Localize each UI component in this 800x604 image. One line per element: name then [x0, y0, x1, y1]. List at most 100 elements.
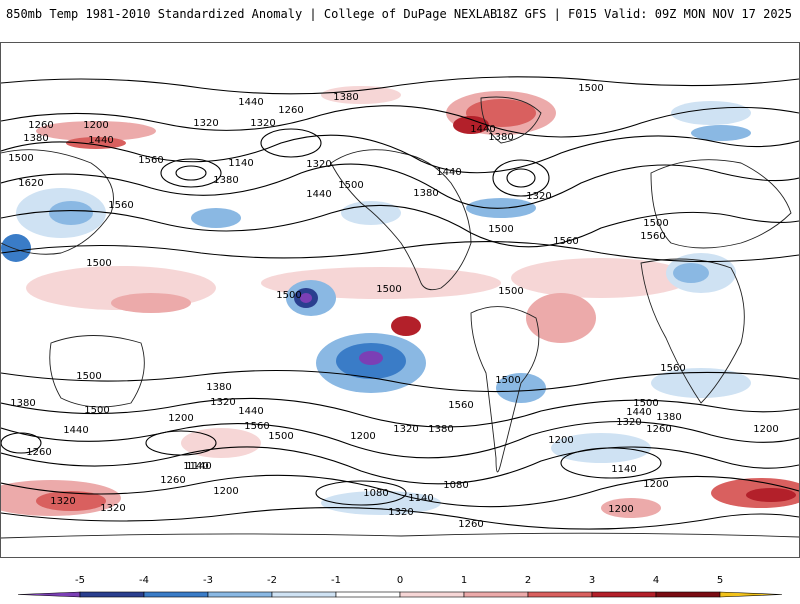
colorbar: -5 -4 -3 -2 -1 0 1 2 3 4 5: [17, 575, 783, 598]
colorbar-ticks: -5 -4 -3 -2 -1 0 1 2 3 4 5: [75, 575, 723, 586]
closed-low: [145, 430, 217, 456]
south-america-coast: [470, 306, 540, 473]
contour-label: 1560: [138, 155, 163, 166]
contour-label: 1320: [526, 191, 551, 202]
colorbar-tick-label: -1: [331, 575, 341, 586]
cold-anomaly-south-america: [496, 373, 546, 403]
contour-label: 1200: [168, 413, 193, 424]
contour-label: 1320: [306, 159, 331, 170]
colorbar-tick-label: -4: [139, 575, 149, 586]
contour-label: 1320: [393, 424, 418, 435]
cold-anomaly-scandinavia: [691, 125, 751, 141]
contour-line: [1, 369, 799, 393]
cold-anomaly-indian-ocean: [651, 368, 751, 398]
contour-label: 1320: [388, 507, 413, 518]
contour-label: 1140: [228, 158, 253, 169]
contour-label: 1500: [268, 431, 293, 442]
contour-label: 1500: [86, 258, 111, 269]
warm-anomaly-south-pacific-mid: [181, 428, 261, 458]
closed-low: [1, 432, 42, 454]
contour-label: 1440: [63, 425, 88, 436]
contour-label: 1260: [278, 105, 303, 116]
contour-line: [1, 76, 799, 95]
warm-anomaly-arctic: [321, 86, 401, 104]
contour-label: 1440: [626, 407, 651, 418]
contour-label: 1260: [28, 120, 53, 131]
contour-label: 1140: [183, 461, 208, 472]
colorbar-swatch: [527, 591, 593, 598]
closed-low: [492, 159, 550, 197]
contour-line: [1, 507, 799, 530]
contour-label: 1200: [548, 435, 573, 446]
closed-low: [315, 480, 407, 506]
contour-label: 1500: [633, 398, 658, 409]
cold-anomaly-north-pacific: [191, 208, 241, 228]
colorbar-extend-high: [719, 591, 783, 598]
colorbar-swatch: [207, 591, 273, 598]
map-panel[interactable]: 1440 1380 1260 1200 1320 1500 1560 1440 1620 1380…: [0, 42, 800, 558]
europe-coast: [650, 159, 792, 249]
contour-label: 1380: [213, 175, 238, 186]
colorbar-tick-label: -2: [267, 575, 277, 586]
contour-label: 1620: [18, 178, 43, 189]
contour-label: 1500: [488, 224, 513, 235]
cold-anomaly-central-pacific-peak: [300, 293, 312, 303]
contour-line: [1, 105, 799, 138]
contour-label: 1380: [428, 424, 453, 435]
contour-label: 1560: [640, 231, 665, 242]
contour-label: 1380: [206, 382, 231, 393]
contour-label: 1500: [578, 83, 603, 94]
antarctica-coast: [1, 532, 799, 539]
colorbar-tick-label: 4: [653, 575, 659, 586]
contour-label: 1140: [611, 464, 636, 475]
warm-anomaly-southern-ocean-west-core: [36, 491, 106, 511]
contour-label: 1440: [470, 124, 495, 135]
contour-label: 1560: [448, 400, 473, 411]
colorbar-extend-low: [17, 591, 81, 598]
warm-anomaly-south-pacific-peak: [391, 316, 421, 336]
cold-anomaly-east-asia-core: [49, 201, 93, 225]
contour-label: 1140: [186, 461, 211, 472]
cold-anomaly-south-pacific-peak: [359, 351, 383, 365]
contour-label: 1380: [23, 133, 48, 144]
contour-label: 1320: [50, 496, 75, 507]
contour-line: [1, 420, 799, 459]
contour-label: 1500: [84, 405, 109, 416]
contour-label: 1380: [413, 188, 438, 199]
contour-label: 1500: [338, 180, 363, 191]
contour-label: 1440: [306, 189, 331, 200]
map-title: 850mb Temp 1981-2010 Standardized Anomal…: [6, 7, 498, 21]
colorbar-legend: -5 -4 -3 -2 -1 0 1 2 3 4 5: [0, 570, 800, 600]
contour-label: 1560: [553, 236, 578, 247]
contour-label: 1140: [408, 493, 433, 504]
contour-label: 1320: [100, 503, 125, 514]
warm-anomaly-greenland-peak: [453, 116, 489, 134]
contour-line: [1, 134, 799, 174]
colorbar-tick-label: 2: [525, 575, 531, 586]
contour-line: [1, 397, 799, 428]
height-contours: [1, 76, 799, 530]
cold-anomaly-africa-core: [673, 263, 709, 283]
contour-label: 1440: [238, 97, 263, 108]
colorbar-swatch: [271, 591, 337, 598]
warm-anomaly-tropics-east: [511, 258, 691, 298]
contour-label: 1440: [88, 135, 113, 146]
contour-label: 1260: [160, 475, 185, 486]
contour-label: 1200: [643, 479, 668, 490]
colorbar-tick-label: 1: [461, 575, 467, 586]
contour-label: 1500: [643, 218, 668, 229]
warm-anomaly-southern-ocean-south: [601, 498, 661, 518]
contour-label: 1320: [250, 118, 275, 129]
closed-low: [260, 128, 322, 158]
contour-label: 1200: [213, 486, 238, 497]
warm-anomaly-siberia-core: [66, 137, 126, 149]
colorbar-swatch: [79, 591, 145, 598]
colorbar-tick-label: -3: [203, 575, 213, 586]
contour-label: 1560: [244, 421, 269, 432]
contour-label: 1500: [498, 286, 523, 297]
warm-anomaly-siberia: [36, 121, 156, 141]
colorbar-swatch: [463, 591, 529, 598]
warm-anomaly-atlantic-south: [526, 293, 596, 343]
contour-label: 1500: [8, 153, 33, 164]
